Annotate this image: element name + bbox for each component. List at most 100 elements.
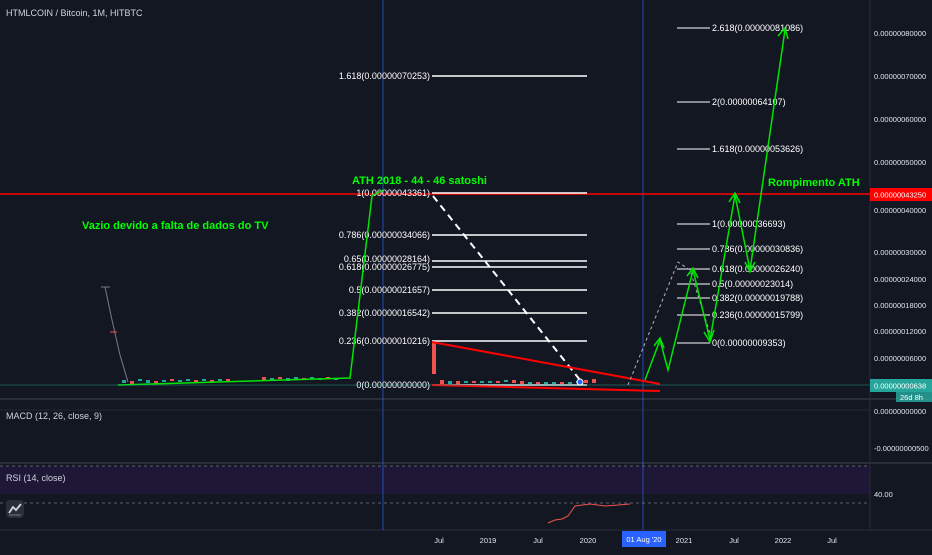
red-trendline-top[interactable] (431, 341, 661, 385)
time-tick-1: Jul (434, 536, 444, 545)
candle-16 (278, 377, 282, 379)
price-tick-5: 0.00000040000 (874, 206, 926, 215)
macd-title[interactable]: MACD (12, 26, close, 9) (6, 411, 103, 421)
fib-right-label-0382: 0.382(0.00000019788) (712, 293, 803, 303)
candle-41 (568, 382, 572, 384)
arrow-head-5 (744, 261, 756, 274)
candle-5 (162, 380, 166, 382)
candle-32 (496, 381, 500, 383)
fib-right[interactable]: 2.618(0.00000081086) 2(0.00000064107) 1.… (677, 23, 803, 348)
countdown-tag (896, 392, 932, 402)
arrow-head-1 (653, 336, 665, 349)
ath-price-tag (870, 188, 932, 201)
candle-25 (440, 380, 444, 386)
candle-4 (154, 381, 158, 384)
time-tick-4: 2020 (580, 536, 597, 545)
candle-33 (504, 380, 508, 382)
rsi-band (0, 466, 870, 494)
time-tick-2: 2019 (480, 536, 497, 545)
arrow-head-4 (728, 191, 741, 204)
candle-12 (218, 379, 222, 381)
time-highlight-tag (622, 531, 666, 547)
fib-left-label-05: 0.5(0.00000021657) (349, 285, 430, 295)
candle-39 (552, 382, 556, 384)
price-tick-3: 0.00000060000 (874, 115, 926, 124)
arrow-head-6 (777, 26, 789, 40)
price-tick-6: 0.00000030000 (874, 248, 926, 257)
time-tick-3: Jul (533, 536, 543, 545)
time-axis[interactable]: Jul 2019 Jul 2020 2021 Jul 2022 Jul 01 A… (434, 531, 837, 547)
fib-right-label-1: 1(0.00000036693) (712, 219, 786, 229)
breakout-annotation[interactable]: Rompimento ATH (768, 177, 860, 189)
rsi-title[interactable]: RSI (14, close) (6, 473, 66, 483)
time-tick-5: 2021 (676, 536, 693, 545)
fib-left-label-1618: 1.618(0.00000070253) (339, 71, 430, 81)
candle-24 (432, 342, 436, 374)
tradingview-logo-icon[interactable] (6, 500, 24, 518)
candle-44 (592, 379, 596, 383)
rsi-axis-tick: 40.00 (874, 490, 893, 499)
fib-right-label-2618: 2.618(0.00000081086) (712, 23, 803, 33)
candle-27 (456, 381, 460, 384)
candle-35 (520, 381, 524, 384)
price-tick-2: 0.00000070000 (874, 72, 926, 81)
candle-40 (560, 382, 564, 384)
candle-0 (122, 380, 126, 383)
time-tick-8: Jul (827, 536, 837, 545)
candle-2 (138, 379, 142, 381)
macd-axis-tick-1: -0.00000000500 (874, 444, 929, 453)
candle-3 (146, 380, 150, 383)
fib-left-label-0236: 0.236(0.00000010216) (339, 336, 430, 346)
candle-36 (528, 382, 532, 384)
ath-2018-annotation[interactable]: ATH 2018 - 44 - 46 satoshi (352, 175, 487, 187)
candle-29 (472, 381, 476, 383)
green-projection-path (644, 29, 786, 381)
price-axis[interactable]: 0.00000080000 0.00000070000 0.0000006000… (870, 29, 932, 499)
fib-right-label-05: 0.5(0.00000023014) (712, 279, 793, 289)
fib-right-label-2: 2(0.00000064107) (712, 97, 786, 107)
price-tick-9: 0.00000012000 (874, 327, 926, 336)
dashed-decline-line (432, 195, 581, 381)
candle-43 (584, 380, 588, 383)
fib-left-label-0786: 0.786(0.00000034066) (339, 230, 430, 240)
green-projection[interactable] (644, 26, 789, 381)
candle-30 (480, 381, 484, 383)
fib-left-label-065: 0.65(0.00000028164) (344, 254, 430, 264)
candle-8 (186, 379, 190, 381)
macd-pane[interactable] (0, 400, 870, 462)
candle-31 (488, 381, 492, 383)
symbol-title[interactable]: HTMLCOIN / Bitcoin, 1M, HITBTC (6, 8, 143, 18)
fib-right-label-0786: 0.786(0.00000030836) (712, 244, 803, 254)
time-tick-6: Jul (729, 536, 739, 545)
green-price-line (117, 189, 384, 386)
ath-price-tag-text: 0.00000043250 (874, 191, 926, 200)
rsi-line (547, 503, 631, 524)
fib-left-label-0382: 0.382(0.00000016542) (339, 308, 430, 318)
candle-34 (512, 380, 516, 383)
candle-11 (210, 380, 214, 382)
price-tick-8: 0.00000018000 (874, 301, 926, 310)
countdown-tag-text: 26d 8h (900, 393, 923, 402)
candle-6 (170, 379, 174, 381)
candle-18 (294, 377, 298, 379)
candle-28 (464, 381, 468, 383)
candle-38 (544, 382, 548, 384)
time-highlight-tag-text: 01 Aug '20 (626, 535, 661, 544)
no-data-annotation[interactable]: Vazio devido a falta de dados do TV (82, 220, 269, 232)
current-point-marker[interactable] (576, 378, 584, 386)
candle-13 (226, 379, 230, 382)
candle-37 (536, 382, 540, 384)
time-tick-7: 2022 (775, 536, 792, 545)
candle-20 (310, 377, 314, 379)
price-tick-4: 0.00000050000 (874, 158, 926, 167)
candle-15 (270, 378, 274, 381)
candle-10 (202, 379, 206, 381)
red-trendline-bottom[interactable] (431, 384, 661, 392)
candle-7 (178, 380, 182, 382)
macd-axis-tick-0: 0.00000000000 (874, 407, 926, 416)
candle-14 (262, 377, 266, 380)
early-price-line (104, 286, 129, 383)
current-price-tag (870, 379, 932, 392)
